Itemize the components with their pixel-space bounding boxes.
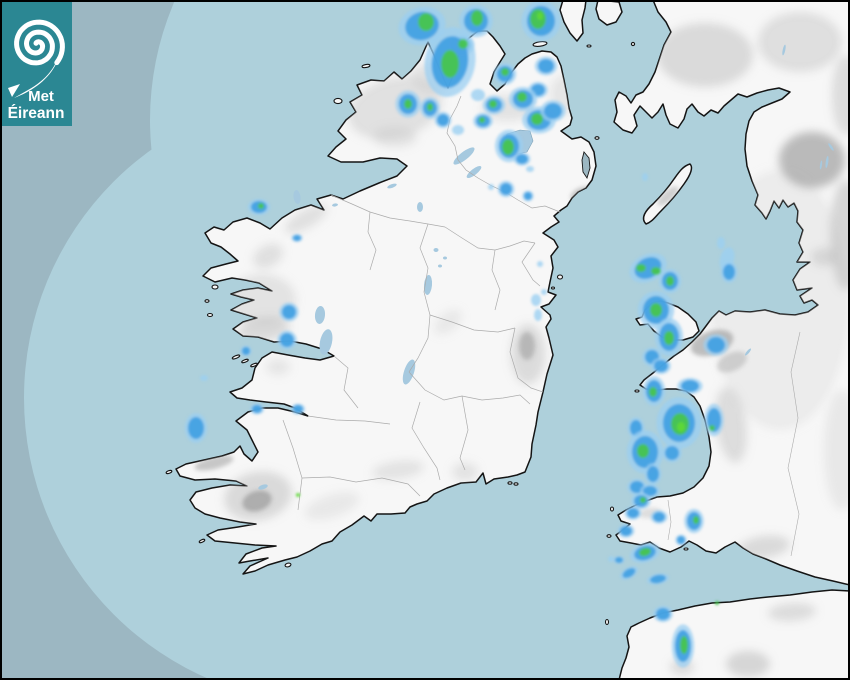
lakes [258, 44, 834, 490]
cyclone-spiral-icon [8, 19, 65, 98]
strangford-lough [581, 151, 591, 180]
met-eireann-logo: Met Éireann [1, 1, 72, 126]
county-borders [282, 95, 801, 557]
small-islands [165, 41, 689, 626]
logo-text-line1: Met [28, 88, 54, 105]
precipitation-layer [184, 0, 738, 668]
logo-text-line2: Éireann [8, 105, 65, 122]
